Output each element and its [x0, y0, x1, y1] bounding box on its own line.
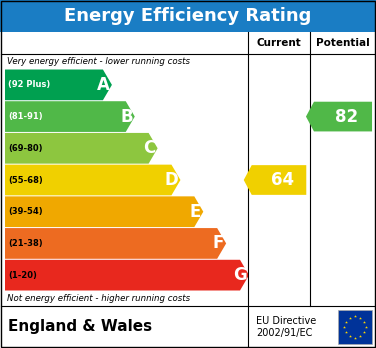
Text: Current: Current [257, 38, 302, 48]
Polygon shape [306, 102, 372, 132]
Polygon shape [5, 196, 203, 227]
Text: 2002/91/EC: 2002/91/EC [256, 328, 312, 338]
Text: (1-20): (1-20) [8, 271, 37, 280]
Polygon shape [244, 165, 306, 195]
Text: D: D [165, 171, 179, 189]
Text: E: E [190, 203, 201, 221]
Text: Not energy efficient - higher running costs: Not energy efficient - higher running co… [7, 294, 190, 303]
Polygon shape [5, 228, 226, 259]
Text: Energy Efficiency Rating: Energy Efficiency Rating [64, 7, 312, 25]
Polygon shape [5, 101, 135, 132]
Polygon shape [5, 260, 249, 291]
Polygon shape [5, 70, 112, 100]
Text: B: B [120, 108, 133, 126]
Text: C: C [143, 139, 156, 157]
Text: (55-68): (55-68) [8, 175, 43, 184]
Text: (39-54): (39-54) [8, 207, 42, 216]
Polygon shape [5, 133, 158, 164]
Text: Potential: Potential [316, 38, 370, 48]
Text: (81-91): (81-91) [8, 112, 42, 121]
Text: Very energy efficient - lower running costs: Very energy efficient - lower running co… [7, 57, 190, 66]
Polygon shape [5, 165, 180, 195]
Text: EU Directive: EU Directive [256, 316, 316, 326]
Text: England & Wales: England & Wales [8, 319, 152, 334]
Text: (21-38): (21-38) [8, 239, 42, 248]
Text: 64: 64 [271, 171, 294, 189]
Text: 82: 82 [335, 108, 359, 126]
Text: F: F [213, 235, 224, 252]
Bar [338, 310, 372, 344]
Text: (69-80): (69-80) [8, 144, 42, 153]
Text: A: A [97, 76, 110, 94]
Bar [0, 0, 376, 32]
Text: (92 Plus): (92 Plus) [8, 80, 50, 89]
Text: G: G [233, 266, 247, 284]
